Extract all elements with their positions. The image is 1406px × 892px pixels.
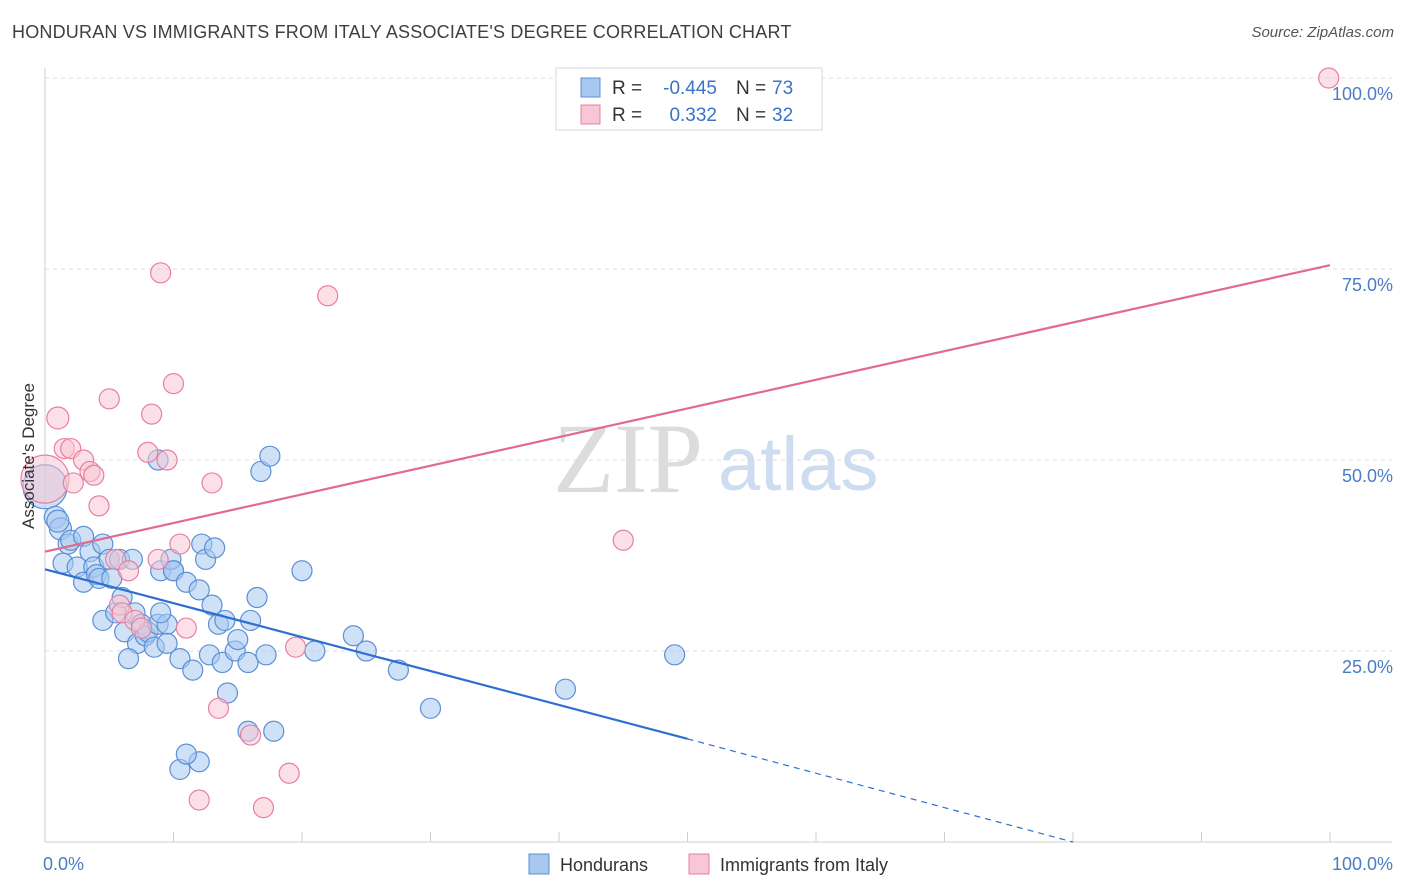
point-series1-7 — [83, 464, 105, 486]
point-series1-16 — [137, 441, 159, 463]
point-series1-28 — [252, 797, 275, 819]
stats-legend: R = -0.445 N = 73 R = 0.332 N = 32 — [555, 67, 823, 131]
point-series0-71 — [664, 644, 686, 666]
point-series1-23 — [175, 617, 197, 639]
chart-source: Source: ZipAtlas.com — [1251, 24, 1394, 41]
stats-n-label-1: N = — [736, 105, 766, 126]
legend-swatch-1 — [688, 853, 710, 875]
point-series0-54 — [240, 609, 262, 632]
gridlines — [45, 77, 1392, 652]
point-series1-20 — [150, 262, 172, 284]
point-series0-46 — [204, 537, 226, 559]
y-axis-title: Associate's Degree — [19, 383, 38, 529]
point-series0-62 — [342, 625, 364, 647]
legend-swatch-0 — [528, 853, 550, 875]
point-series0-45 — [201, 594, 223, 616]
stats-r-label-0: R = — [612, 78, 642, 99]
point-series0-59 — [263, 720, 285, 742]
x-tick-label-1: 100.0% — [1332, 854, 1393, 874]
point-series1-9 — [98, 388, 120, 410]
point-series1-1 — [46, 406, 70, 430]
point-series0-24 — [117, 648, 140, 670]
point-series0-55 — [246, 586, 268, 609]
trend-line-series0 — [44, 568, 688, 740]
y-tick-label-3: 25.0% — [1342, 657, 1393, 677]
point-series0-60 — [291, 560, 313, 582]
stats-n-value-0: 73 — [772, 78, 793, 99]
point-series1-18 — [147, 548, 169, 570]
point-series0-72 — [150, 602, 172, 624]
stats-swatch-1 — [580, 104, 601, 125]
point-series0-53 — [237, 651, 259, 674]
tick-labels: 100.0% 75.0% 50.0% 25.0% 0.0% 100.0% — [43, 84, 1393, 874]
y-tick-label-0: 100.0% — [1332, 84, 1393, 104]
point-series0-64 — [387, 659, 409, 681]
point-series0-48 — [214, 609, 236, 632]
trend-lines — [44, 264, 1331, 843]
point-series1-15 — [130, 617, 152, 639]
point-series1-27 — [240, 724, 262, 746]
watermark-zip: ZIP — [553, 403, 703, 514]
point-series1-19 — [156, 449, 178, 471]
watermark: ZIP atlas — [553, 403, 879, 514]
point-series0-57 — [255, 644, 277, 666]
point-series0-68 — [175, 743, 197, 765]
y-tick-label-2: 50.0% — [1342, 466, 1393, 486]
point-series1-26 — [207, 697, 230, 719]
point-series0-52 — [227, 628, 249, 651]
point-series1-21 — [162, 373, 185, 395]
point-series1-33 — [1318, 67, 1340, 89]
point-series1-13 — [117, 560, 140, 582]
x-tick-label-0: 0.0% — [43, 854, 84, 874]
point-series1-29 — [278, 762, 300, 784]
legend-label-1: Immigrants from Italy — [720, 855, 888, 875]
legend-label-0: Hondurans — [560, 855, 648, 875]
stats-r-value-1: 0.332 — [669, 105, 717, 126]
point-series1-25 — [201, 472, 223, 494]
stats-r-value-0: -0.445 — [663, 78, 717, 99]
bottom-legend: Hondurans Immigrants from Italy — [528, 853, 888, 875]
point-series0-35 — [156, 632, 178, 654]
data-points — [20, 67, 1340, 819]
point-series0-61 — [304, 640, 326, 662]
point-series1-8 — [88, 495, 110, 517]
point-series0-70 — [554, 678, 577, 700]
y-tick-label-1: 75.0% — [1342, 275, 1393, 295]
stats-n-value-1: 32 — [772, 105, 793, 126]
trend-line-dashed-series0 — [687, 738, 1074, 843]
point-series1-32 — [612, 529, 634, 551]
chart-title: HONDURAN VS IMMIGRANTS FROM ITALY ASSOCI… — [12, 22, 792, 42]
point-series0-40 — [182, 659, 204, 681]
point-series1-17 — [141, 403, 163, 425]
point-series1-24 — [188, 789, 210, 811]
point-series0-65 — [419, 697, 442, 719]
point-series1-22 — [169, 533, 191, 555]
point-series0-3 — [46, 509, 70, 533]
stats-r-label-1: R = — [612, 105, 642, 126]
point-series1-30 — [284, 636, 307, 658]
watermark-atlas: atlas — [718, 422, 879, 507]
trend-line-series1 — [44, 264, 1331, 553]
point-series1-4 — [62, 472, 84, 494]
stats-n-label-0: N = — [736, 78, 766, 99]
point-series0-63 — [355, 640, 377, 662]
point-series0-58 — [259, 445, 281, 467]
point-series1-31 — [317, 285, 339, 307]
stats-swatch-0 — [580, 77, 601, 98]
point-series0-41 — [188, 579, 210, 601]
